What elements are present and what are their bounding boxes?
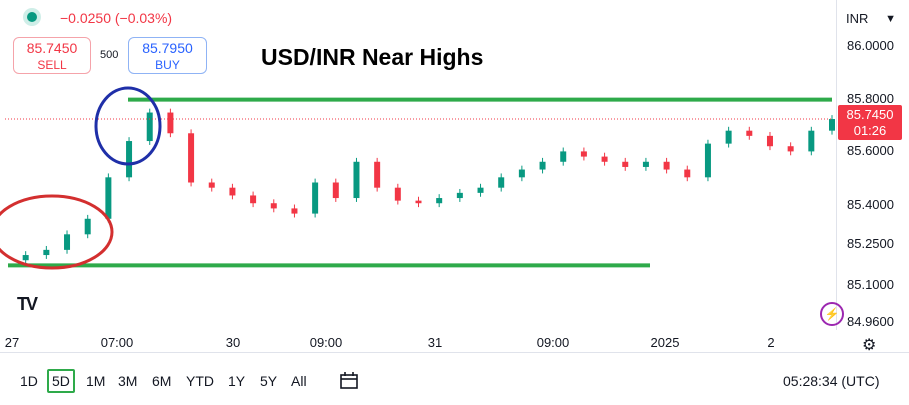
range-button-1d[interactable]: 1D bbox=[20, 373, 38, 389]
candle-body bbox=[126, 141, 133, 178]
candle-body bbox=[787, 146, 794, 152]
candle-body bbox=[456, 192, 463, 199]
x-tick-label: 2 bbox=[767, 335, 775, 350]
x-tick-label: 31 bbox=[427, 335, 443, 350]
range-button-all[interactable]: All bbox=[291, 373, 307, 389]
candle-body bbox=[539, 161, 546, 170]
buy-label: BUY bbox=[155, 58, 180, 72]
candle-body bbox=[477, 187, 484, 193]
candle-body bbox=[560, 151, 567, 162]
candle-body bbox=[601, 156, 608, 162]
candle-body bbox=[808, 130, 815, 152]
sell-button[interactable]: 85.7450 SELL bbox=[13, 37, 91, 74]
bolt-icon[interactable]: ⚡ bbox=[820, 302, 844, 326]
highs-circle bbox=[94, 86, 162, 166]
utc-clock[interactable]: 05:28:34 (UTC) bbox=[783, 373, 880, 389]
candle-body bbox=[312, 182, 319, 214]
currency-label: INR bbox=[846, 11, 869, 26]
candle-body bbox=[353, 161, 360, 199]
y-tick-label: 85.8000 bbox=[847, 91, 894, 106]
y-tick-label: 85.1000 bbox=[847, 277, 894, 292]
lows-circle bbox=[0, 194, 114, 270]
y-tick-label: 85.4000 bbox=[847, 197, 894, 212]
candle-body bbox=[229, 187, 236, 196]
gear-icon[interactable]: ⚙ bbox=[862, 337, 877, 354]
candle-body bbox=[270, 203, 277, 209]
x-tick-label: 09:00 bbox=[536, 335, 570, 350]
range-button-3m[interactable]: 3M bbox=[118, 373, 138, 389]
range-button-ytd[interactable]: YTD bbox=[186, 373, 214, 389]
candle-body bbox=[415, 200, 422, 204]
price-axis[interactable] bbox=[836, 0, 909, 330]
candle-body bbox=[146, 112, 153, 142]
price-change: −0.0250 (−0.03%) bbox=[60, 10, 173, 26]
candle-body bbox=[498, 177, 505, 188]
current-price: 85.7450 bbox=[846, 107, 894, 122]
chart-title: USD/INR Near Highs bbox=[261, 44, 484, 70]
candle-body bbox=[43, 249, 50, 256]
candle-body bbox=[663, 161, 670, 170]
x-tick-label: 27 bbox=[4, 335, 20, 350]
y-tick-label: 85.2500 bbox=[847, 236, 894, 251]
buy-button[interactable]: 85.7950 BUY bbox=[128, 37, 207, 74]
candle-body bbox=[22, 255, 29, 261]
candle-body bbox=[167, 112, 174, 134]
candle-body bbox=[580, 151, 587, 157]
candle-body bbox=[829, 119, 835, 131]
candle-body bbox=[518, 169, 525, 178]
range-button-1y[interactable]: 1Y bbox=[228, 373, 246, 389]
candle-body bbox=[642, 161, 649, 167]
candle-body bbox=[250, 195, 257, 204]
toolbar-divider bbox=[0, 352, 909, 353]
y-tick-label: 84.9600 bbox=[847, 314, 894, 329]
market-status-dot bbox=[27, 12, 37, 22]
y-tick-label: 85.6000 bbox=[847, 143, 894, 158]
candle-body bbox=[622, 161, 629, 167]
x-tick-label: 07:00 bbox=[100, 335, 134, 350]
range-button-5d[interactable]: 5D bbox=[47, 369, 75, 393]
candle-body bbox=[766, 135, 773, 147]
x-tick-label: 2025 bbox=[650, 335, 680, 350]
currency-select[interactable]: INR ▼ bbox=[838, 7, 904, 31]
compare-calendar-icon[interactable] bbox=[338, 371, 362, 391]
candle-body bbox=[725, 130, 732, 144]
candle-body bbox=[394, 187, 401, 201]
candle-body bbox=[291, 208, 298, 214]
buy-price: 85.7950 bbox=[142, 40, 193, 56]
candle-body bbox=[332, 182, 339, 199]
range-button-6m[interactable]: 6M bbox=[152, 373, 172, 389]
bar-countdown: 01:26 bbox=[853, 123, 887, 138]
candle-body bbox=[374, 161, 381, 188]
x-tick-label: 30 bbox=[225, 335, 241, 350]
chevron-down-icon: ▼ bbox=[885, 13, 896, 25]
sell-price: 85.7450 bbox=[26, 40, 78, 56]
range-button-1m[interactable]: 1M bbox=[86, 373, 106, 389]
tradingview-logo-icon[interactable]: TV bbox=[17, 294, 38, 314]
candle-body bbox=[188, 133, 195, 183]
candle-body bbox=[208, 182, 215, 188]
y-tick-label: 86.0000 bbox=[847, 38, 894, 53]
candle-body bbox=[704, 143, 711, 178]
candle-body bbox=[105, 177, 112, 219]
candle-body bbox=[746, 130, 753, 136]
candle-body bbox=[84, 218, 91, 235]
price-candles bbox=[22, 108, 835, 265]
candle-body bbox=[684, 169, 691, 178]
current-price-tag: 85.7450 01:26 bbox=[838, 105, 902, 140]
x-tick-label: 09:00 bbox=[309, 335, 343, 350]
range-button-5y[interactable]: 5Y bbox=[260, 373, 278, 389]
candle-body bbox=[64, 234, 71, 250]
sell-label: SELL bbox=[37, 58, 67, 72]
spread-value: 500 bbox=[100, 49, 119, 61]
candle-body bbox=[436, 198, 443, 204]
